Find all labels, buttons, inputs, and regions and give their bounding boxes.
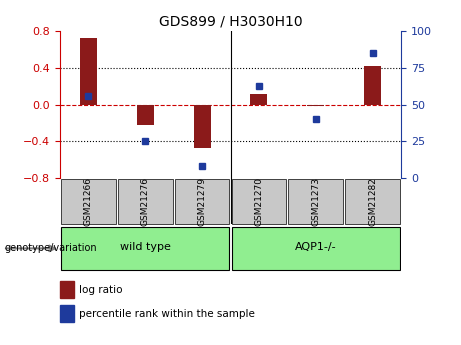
Bar xyxy=(194,105,211,148)
Title: GDS899 / H3030H10: GDS899 / H3030H10 xyxy=(159,14,302,29)
Text: AQP1-/-: AQP1-/- xyxy=(295,243,337,253)
Bar xyxy=(136,105,154,125)
Text: percentile rank within the sample: percentile rank within the sample xyxy=(79,309,254,319)
Text: log ratio: log ratio xyxy=(79,285,122,295)
Text: genotype/variation: genotype/variation xyxy=(5,244,97,253)
Text: GSM21273: GSM21273 xyxy=(311,177,320,226)
FancyBboxPatch shape xyxy=(61,179,116,224)
FancyBboxPatch shape xyxy=(61,227,230,270)
FancyBboxPatch shape xyxy=(289,179,343,224)
Text: GSM21279: GSM21279 xyxy=(198,177,207,226)
Text: GSM21270: GSM21270 xyxy=(254,177,263,226)
FancyBboxPatch shape xyxy=(175,179,230,224)
FancyBboxPatch shape xyxy=(231,179,286,224)
Bar xyxy=(60,305,74,322)
Text: wild type: wild type xyxy=(120,243,171,253)
Bar xyxy=(250,93,267,105)
Bar xyxy=(364,66,381,105)
Bar xyxy=(60,281,74,298)
Text: GSM21266: GSM21266 xyxy=(84,177,93,226)
FancyBboxPatch shape xyxy=(231,227,400,270)
Bar xyxy=(307,105,324,107)
FancyBboxPatch shape xyxy=(345,179,400,224)
Bar xyxy=(80,38,97,105)
FancyBboxPatch shape xyxy=(118,179,172,224)
Text: GSM21282: GSM21282 xyxy=(368,177,377,226)
Text: GSM21276: GSM21276 xyxy=(141,177,150,226)
